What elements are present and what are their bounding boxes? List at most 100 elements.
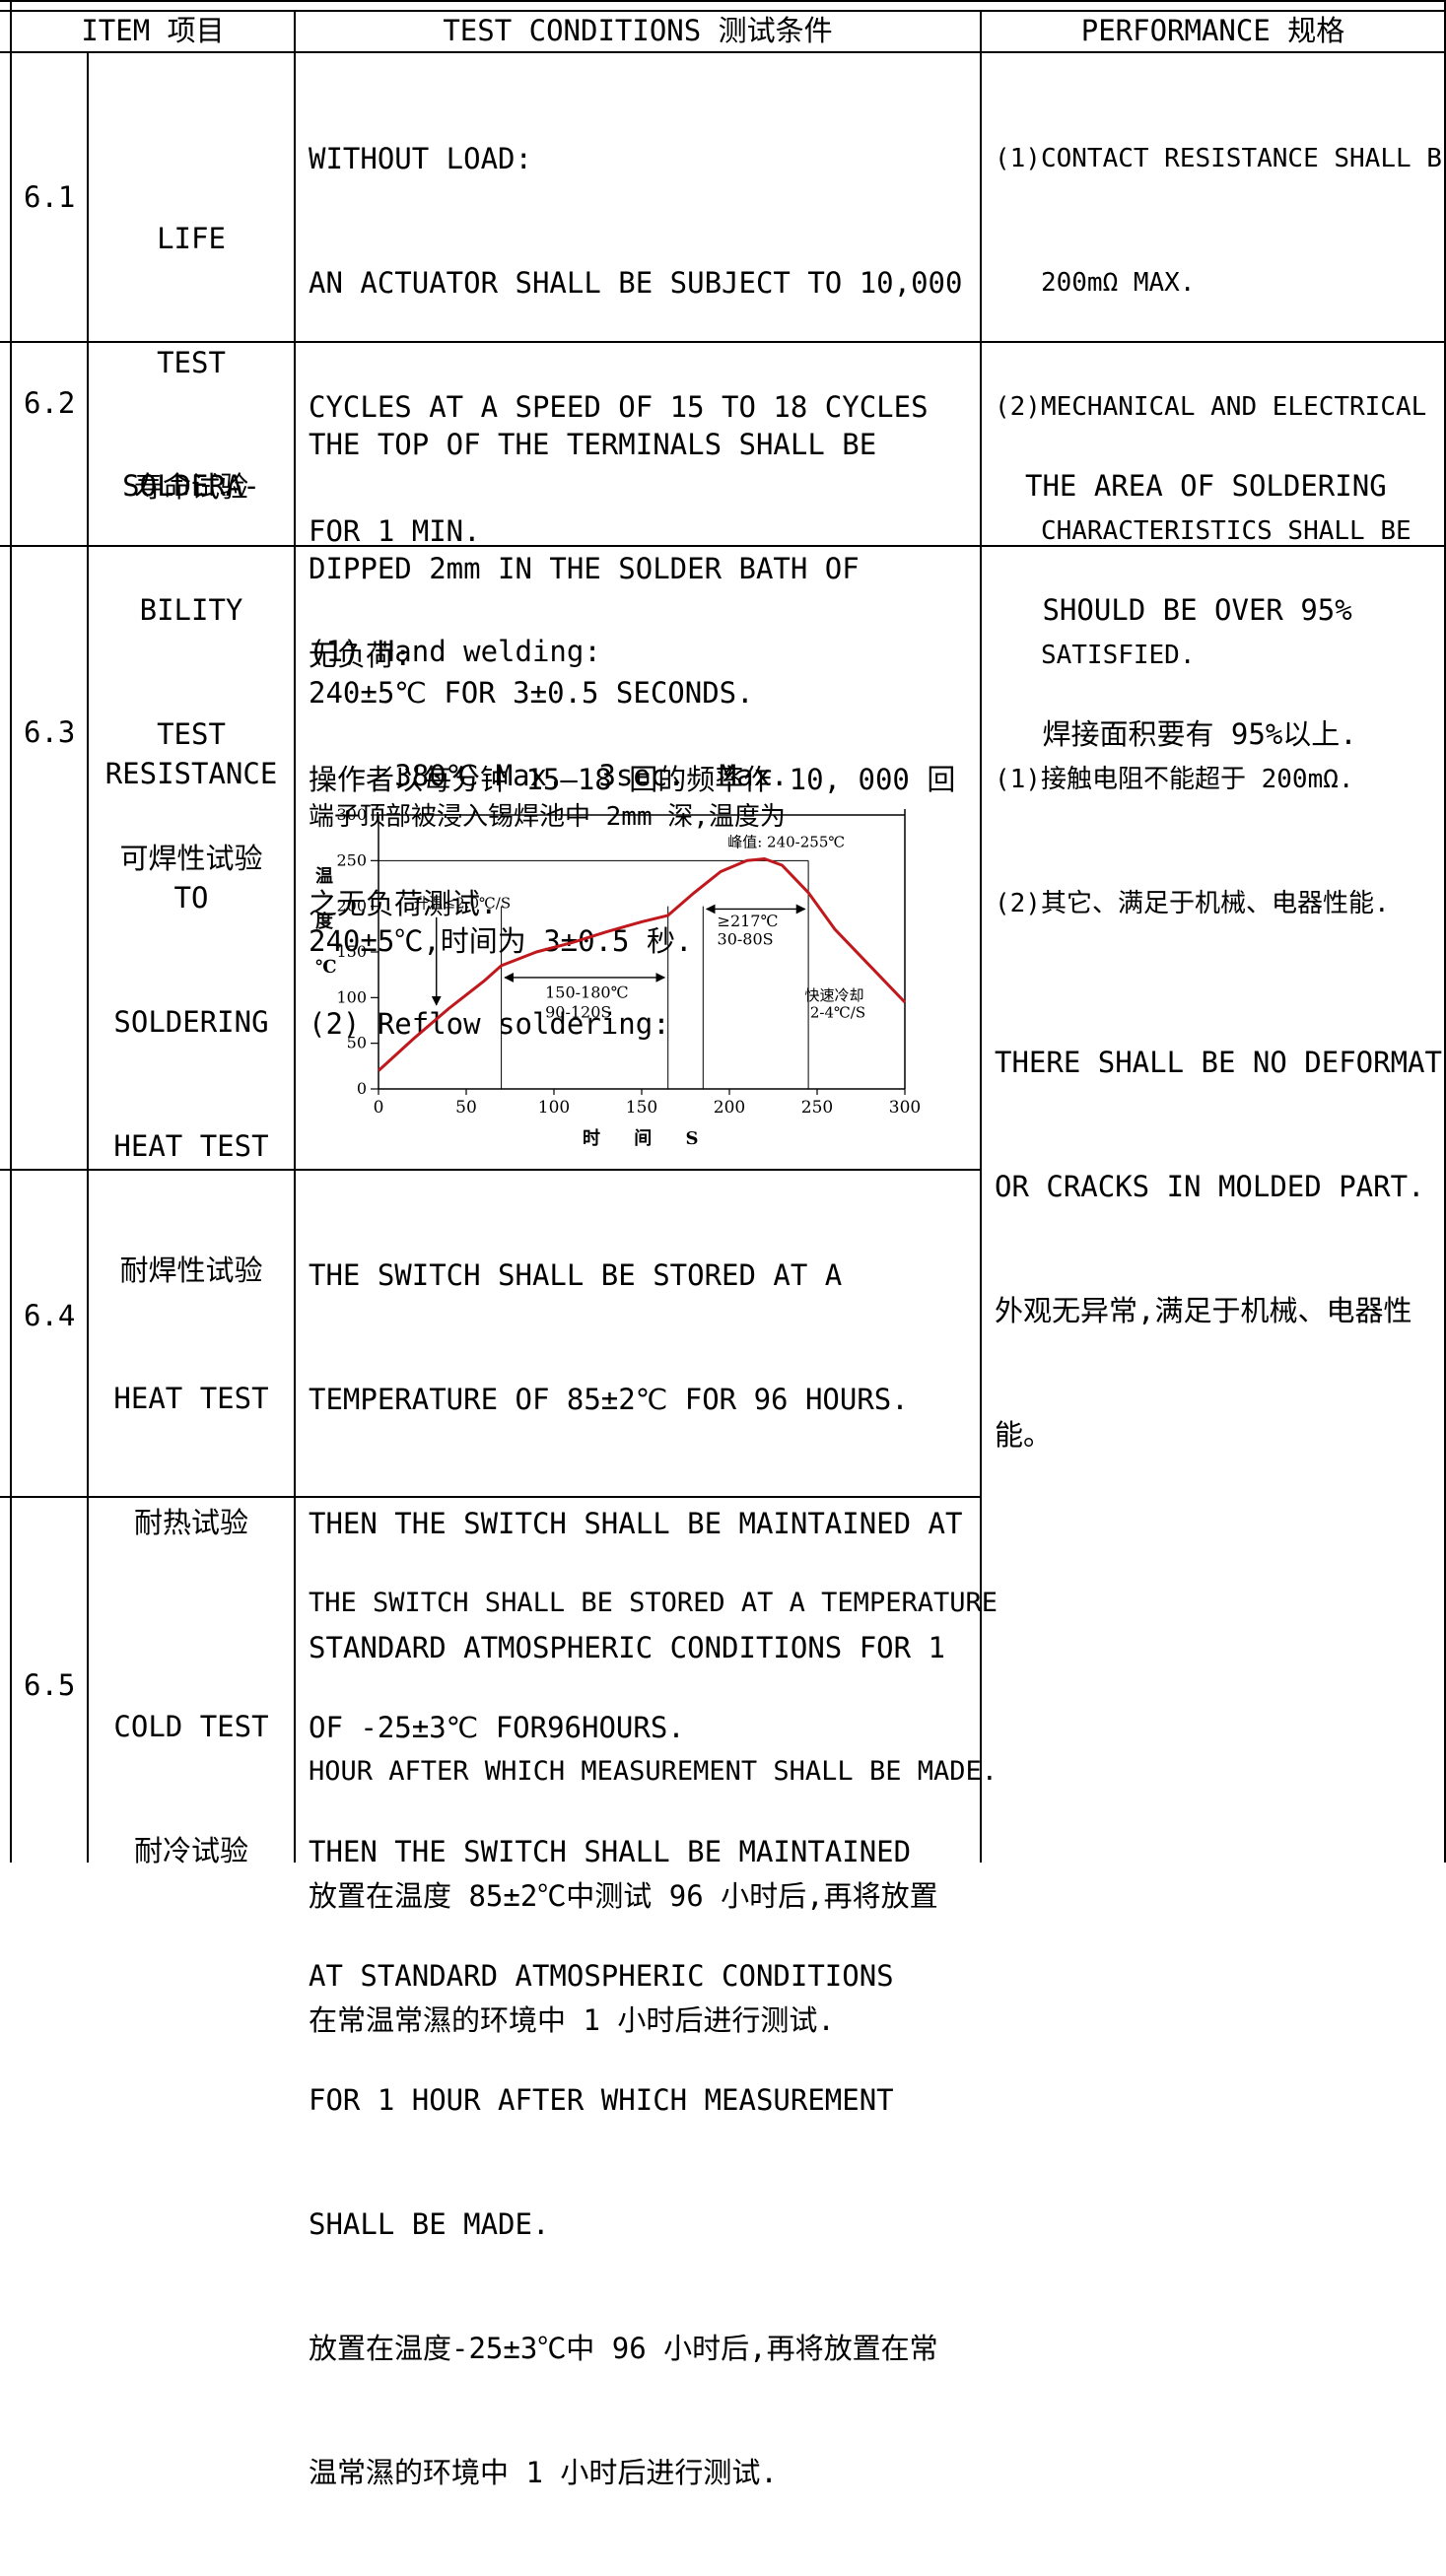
text-line: 240±5℃,时间为 3±0.5 秒. (309, 924, 693, 958)
row-number: 6.1 (24, 180, 76, 214)
cooling-annotation: 快速冷却 (805, 986, 864, 1004)
text-line: 之无负荷测试. (309, 887, 498, 920)
item-line: TEST (157, 717, 226, 751)
y-tick-label: 150 (336, 942, 367, 961)
item-line: 耐热试验 (133, 1506, 248, 1539)
text-line: AN ACTUATOR SHALL BE SUBJECT TO 10,000 (309, 266, 963, 300)
x-axis-label: 时 间 S (583, 1128, 713, 1149)
text-line: SATISFIED. (995, 641, 1196, 670)
text-line: (1) Hand welding: (309, 635, 601, 668)
row-6-1-bottom-rule (0, 341, 1446, 343)
item-line: 可焊性试验 (119, 842, 263, 875)
preheat-temp-annotation: 150-180℃ (545, 983, 628, 1001)
x-tick-label: 150 (626, 1098, 657, 1118)
text-line: THE AREA OF SOLDERING (1025, 469, 1387, 503)
y-tick-label: 250 (336, 850, 367, 869)
header-bottom-rule (0, 51, 1446, 53)
performance-text: THE AREA OF SOLDERING SHOULD BE OVER 95%… (1025, 382, 1387, 838)
item-line: RESISTANCE (104, 757, 278, 790)
y-tick-label: 50 (347, 1034, 367, 1052)
text-line: SHOULD BE OVER 95% (1025, 593, 1352, 627)
text-line: 无负荷: (309, 639, 412, 672)
item-line: LIFE (157, 222, 226, 255)
text-line: 380℃ Max. 3sec. Max. (309, 759, 789, 792)
item-line: SOLDERA- (122, 469, 260, 503)
text-line: 焊接面积要有 95%以上. (1025, 717, 1357, 751)
row-number: 6.4 (24, 1299, 76, 1332)
item-line: HEAT TEST (113, 1129, 269, 1163)
item-line: TEST (157, 346, 226, 379)
peak-annotation: 峰值: 240-255℃ (727, 833, 845, 850)
item-label: SOLDERA- BILITY TEST 可焊性试验 (89, 382, 294, 962)
text-line: THEN THE SWITCH SHALL BE MAINTAINED (309, 1835, 912, 1868)
text-line: DIPPED 2mm IN THE SOLDER BATH OF (309, 552, 860, 585)
top-fragment: (续)页面 (463, 0, 571, 11)
text-line: (2)MECHANICAL AND ELECTRICAL (995, 392, 1427, 422)
text-line: THE SWITCH SHALL BE STORED AT A (309, 1258, 843, 1292)
item-line: HEAT TEST (113, 1382, 269, 1415)
text-line: FOR 1 HOUR AFTER WHICH MEASUREMENT (309, 2083, 894, 2117)
preheat-time-annotation: 90-120S (545, 1003, 611, 1022)
text-line: FOR 1 MIN. (309, 514, 481, 548)
text-line: CYCLES AT A SPEED OF 15 TO 18 CYCLES (309, 390, 929, 424)
x-tick-label: 0 (374, 1098, 384, 1118)
row-number: 6.2 (24, 386, 76, 420)
text-line: THE TOP OF THE TERMINALS SHALL BE (309, 428, 877, 461)
y-tick-label: 100 (336, 987, 367, 1006)
text-line: 温常濕的环境中 1 小时后进行测试. (309, 2456, 778, 2489)
y-tick-label: 0 (357, 1079, 367, 1098)
text-line: TEMPERATURE OF 85±2℃ FOR 96 HOURS. (309, 1383, 909, 1416)
y-axis-label: 温度℃ (315, 866, 337, 978)
item-line: SOLDERING (113, 1005, 269, 1039)
right-border (1444, 0, 1446, 1863)
text-line: THERE SHALL BE NO DEFORMATION (995, 1046, 1446, 1079)
reflow-profile-chart: 0 50 100 150 200 250 300 0 50 100 150 200 250 300 时 间 … (315, 805, 921, 1149)
col-item-divider (294, 10, 296, 1863)
row-6-2-bottom-rule (0, 545, 1446, 547)
top-rule (0, 0, 1446, 2)
text-line: OR CRACKS IN MOLDED PART. (995, 1170, 1425, 1203)
header-performance: PERFORMANCE 规格 (1080, 14, 1345, 47)
item-label: HEAT TEST 耐热试验 (89, 1295, 294, 1626)
left-border (10, 0, 12, 1863)
header-conditions: TEST CONDITIONS 测试条件 (443, 14, 833, 47)
header-top-rule (0, 10, 1446, 12)
text-line: 能。 (995, 1418, 1053, 1452)
x-tick-label: 100 (538, 1098, 570, 1118)
row-number: 6.5 (24, 1668, 76, 1702)
conditions-text: WITHOUT LOAD: AN ACTUATOR SHALL BE SUBJE… (309, 55, 962, 1007)
item-line: 寿命试验 (133, 470, 248, 504)
text-line: 外观无异常,满足于机械、电器性 (995, 1294, 1412, 1327)
x-tick-label: 200 (714, 1098, 745, 1118)
text-line: (2)其它、满足于机械、电器性能. (995, 889, 1390, 918)
x-tick-label: 250 (801, 1098, 833, 1118)
text-line: STANDARD ATMOSPHERIC CONDITIONS FOR 1 (309, 1631, 946, 1664)
x-tick-label: 300 (889, 1098, 921, 1118)
text-line: HOUR AFTER WHICH MEASUREMENT SHALL BE MA… (309, 1756, 998, 1787)
item-line: 耐焊性试验 (119, 1254, 263, 1287)
text-line: THE SWITCH SHALL BE STORED AT A TEMPERAT… (309, 1588, 998, 1618)
performance-text: THERE SHALL BE NO DEFORMATION OR CRACKS … (995, 959, 1446, 1497)
col-no-divider (87, 51, 89, 1863)
item-label: RESISTANCE TO SOLDERING HEAT TEST 耐焊性试验 (89, 670, 294, 1374)
text-line: (1)CONTACT RESISTANCE SHALL BE (995, 144, 1446, 173)
item-line: COLD TEST (113, 1710, 269, 1743)
liquidus-temp-annotation: ≥217℃ (718, 912, 779, 930)
text-line: 200mΩ MAX. (995, 268, 1196, 298)
y-tick-label: 300 (336, 805, 367, 824)
row-6-4-bottom-rule (0, 1496, 982, 1498)
text-line: (1)接触电阻不能超于 200mΩ. (995, 765, 1354, 794)
item-line: BILITY (139, 593, 243, 627)
conditions-text: THE TOP OF THE TERMINALS SHALL BE DIPPED… (309, 341, 876, 1045)
text-line: 240±5℃ FOR 3±0.5 SECONDS. (309, 676, 754, 710)
row-number: 6.3 (24, 715, 76, 749)
text-line: 端子顶部被浸入锡焊池中 2mm 深,温度为 (309, 802, 786, 832)
text-line: SHALL BE MADE. (309, 2207, 550, 2241)
x-tick-label: 50 (455, 1098, 477, 1118)
row-6-3-bottom-rule (0, 1169, 982, 1171)
text-line: 放置在温度-25±3℃中 96 小时后,再将放置在常 (309, 2332, 938, 2365)
y-tick-label: 200 (336, 897, 367, 915)
item-line: TO (173, 881, 209, 915)
text-line: 操作者以每分钟 15—18 回的频率作 10, 000 回 (309, 763, 956, 796)
item-label: LIFE TEST 寿命试验 (89, 135, 294, 590)
